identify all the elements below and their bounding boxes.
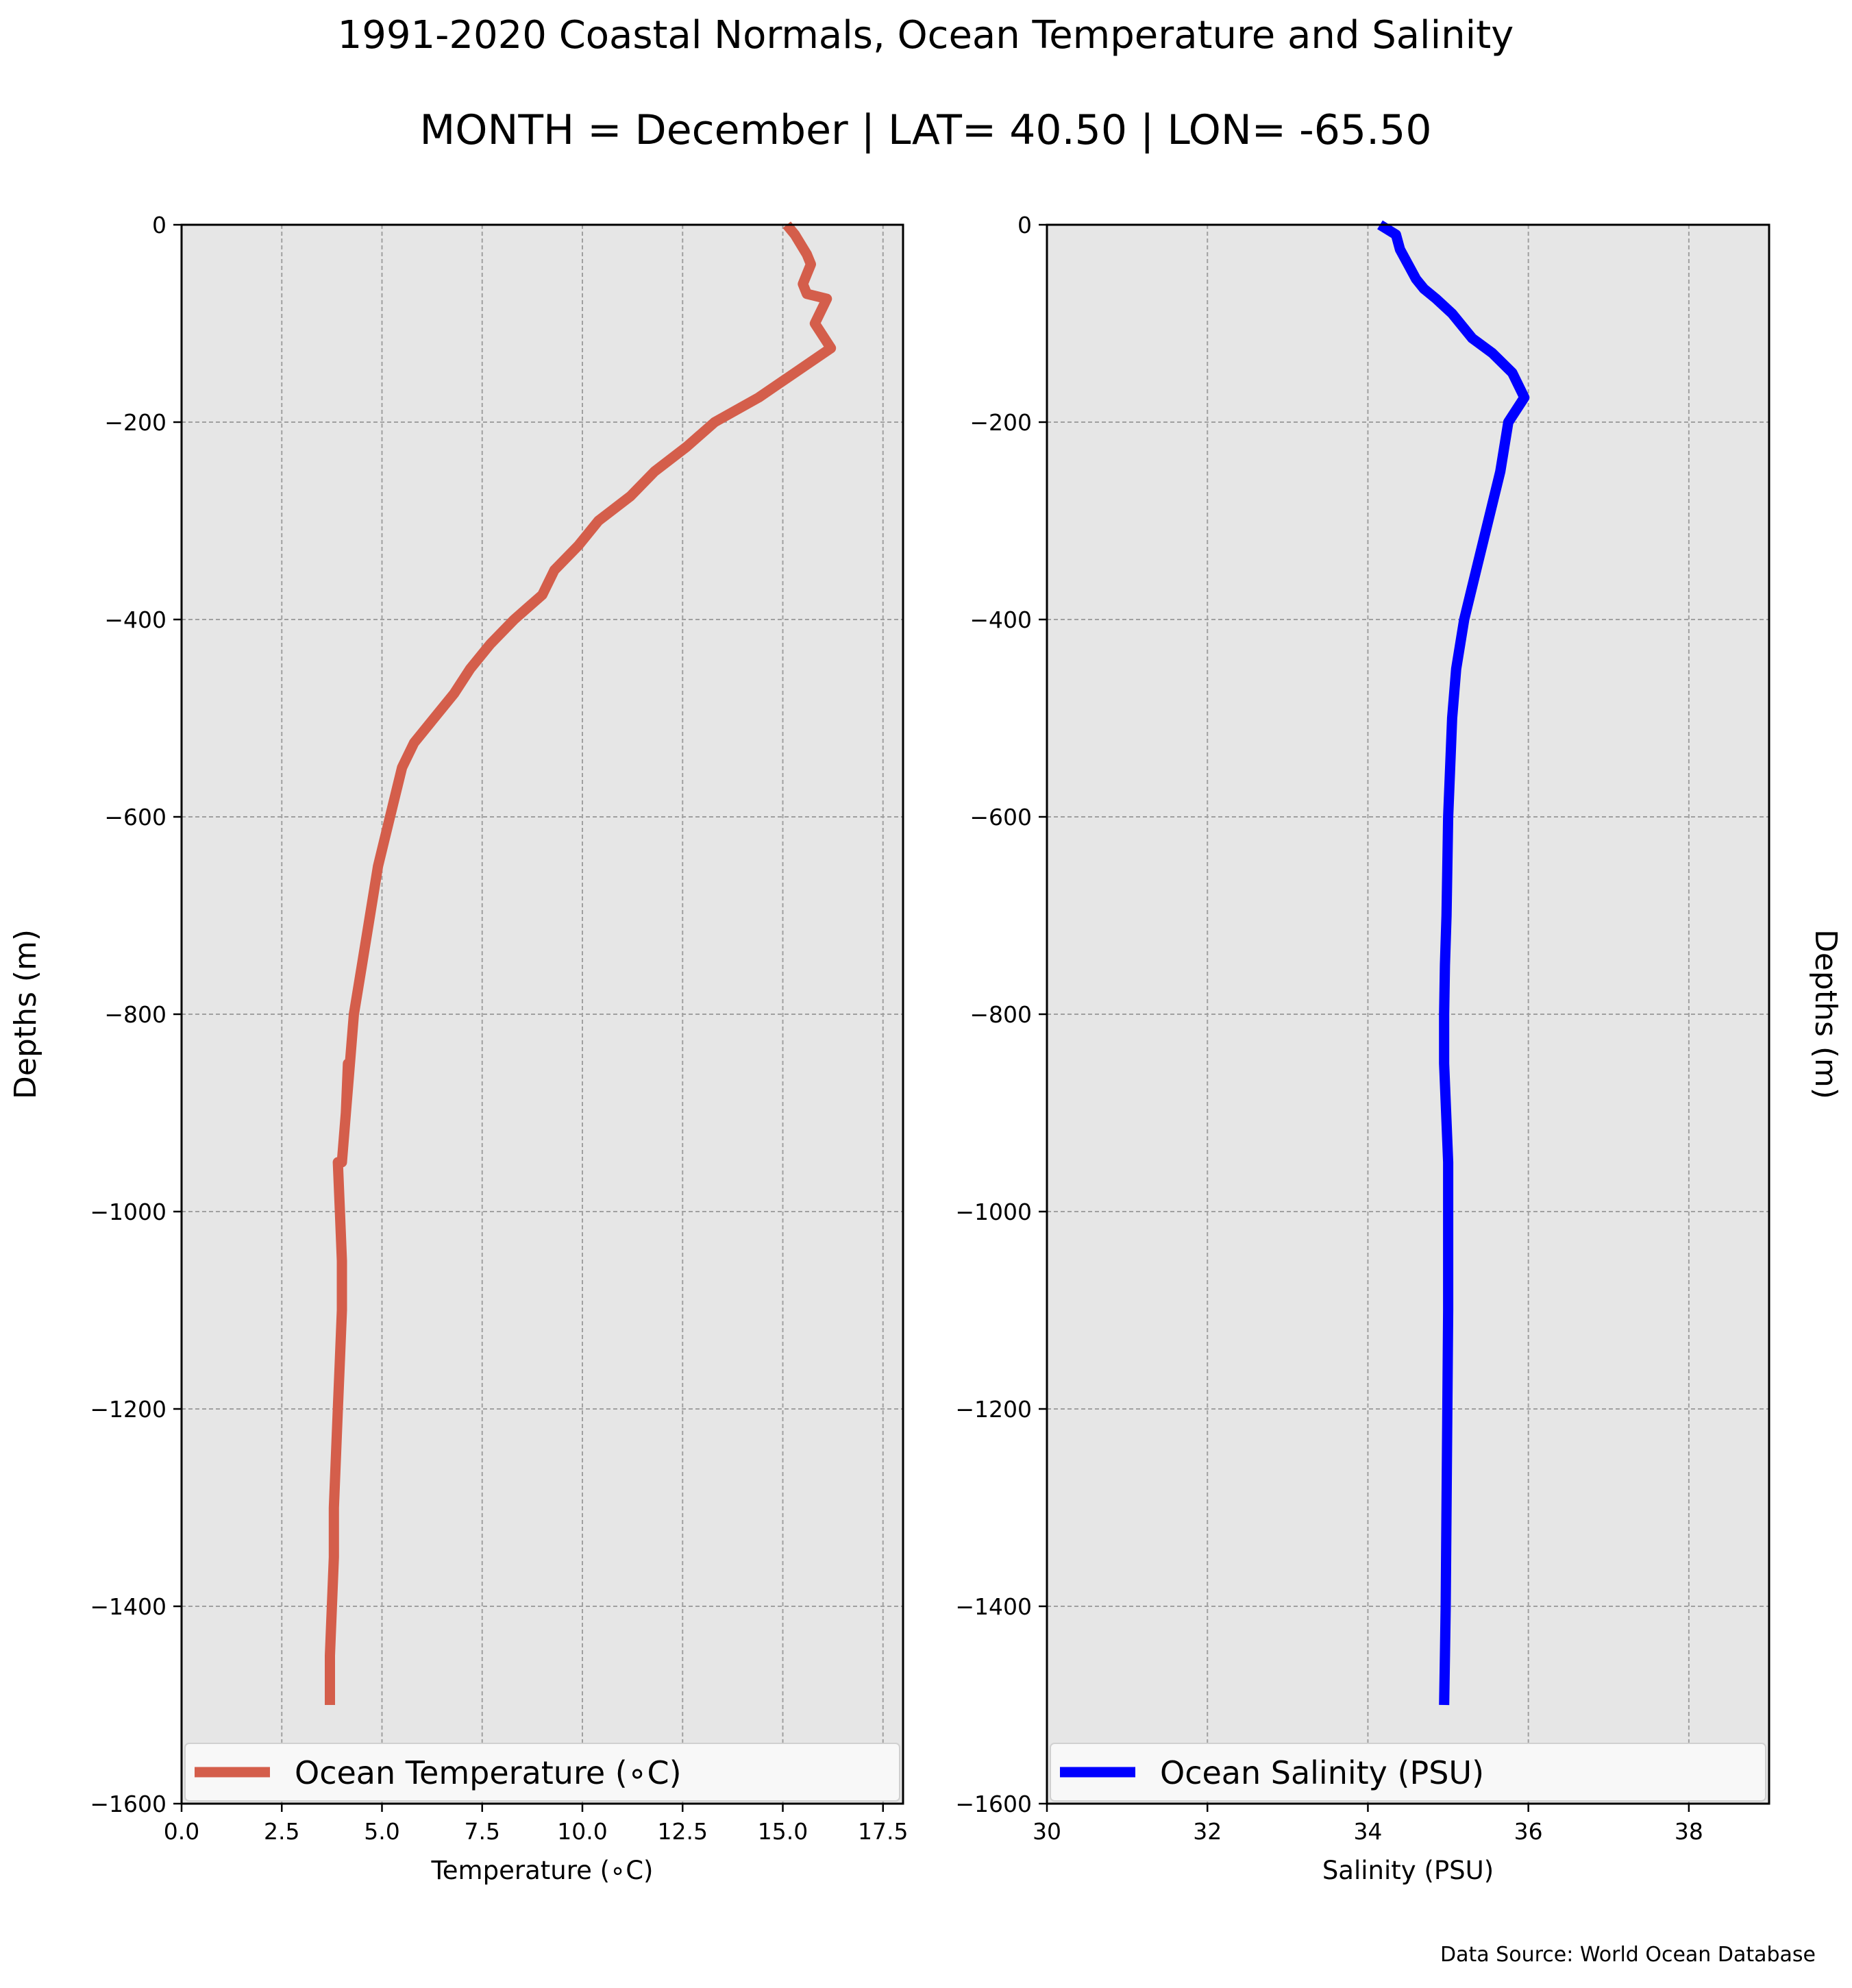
x-axis-label: Salinity (PSU) [1322,1856,1494,1885]
y-tick-label: −1400 [955,1593,1032,1620]
y-tick-label: −600 [970,804,1032,831]
x-tick-label: 17.5 [858,1818,908,1845]
x-tick-label: 7.5 [465,1818,500,1845]
x-tick-label: 36 [1514,1818,1543,1845]
x-tick-label: 0.0 [164,1818,199,1845]
x-tick-label: 2.5 [264,1818,299,1845]
figure-title: 1991-2020 Coastal Normals, Ocean Tempera… [338,13,1514,58]
y-tick-label: 0 [1017,212,1032,238]
y-tick-label: −1600 [955,1791,1032,1817]
y-tick-label: −1600 [90,1791,166,1817]
legend-label: Ocean Temperature (∘C) [295,1754,682,1791]
x-axis-label: Temperature (∘C) [430,1856,653,1885]
x-tick-label: 12.5 [658,1818,708,1845]
data-source-note: Data Source: World Ocean Database [1440,1943,1816,1967]
y-tick-label: −1200 [955,1396,1032,1423]
x-tick-label: 30 [1033,1818,1061,1845]
series-line [1377,220,1530,1706]
x-tick-label: 32 [1193,1818,1222,1845]
y-tick-label: −1000 [955,1199,1032,1225]
figure-subtitle: MONTH = December | LAT= 40.50 | LON= -65… [419,106,1431,154]
y-tick-label: −1400 [90,1593,166,1620]
x-tick-label: 34 [1353,1818,1382,1845]
y-axis-label: Depths (m) [8,929,43,1099]
temperature-panel: Ocean Temperature (∘C) 0.0 2.5 5.0 7.5 10.0 12… [8,212,908,1885]
y-tick-label: −400 [104,606,166,633]
x-tick-label: 15.0 [758,1818,808,1845]
legend-box [1050,1743,1766,1802]
y-tick-label: −800 [970,1001,1032,1028]
y-tick-label: −1000 [90,1199,166,1225]
y-tick-label: −400 [970,606,1032,633]
y-tick-label: −600 [104,804,166,831]
y-tick-label: −200 [104,409,166,436]
legend-box [184,1743,900,1802]
y-tick-label: −200 [970,409,1032,436]
x-tick-label: 5.0 [364,1818,399,1845]
legend-label: Ocean Salinity (PSU) [1160,1754,1484,1791]
x-tick-label: 38 [1675,1818,1703,1845]
x-tick-label: 10.0 [557,1818,607,1845]
y-tick-label: −1200 [90,1396,166,1423]
series-line [325,221,837,1705]
salinity-panel: Ocean Salinity (PSU) 30 32 34 36 38 0 −200 −400 −… [955,212,1843,1885]
y-axis-label: Depths (m) [1808,929,1843,1099]
y-tick-label: −800 [104,1001,166,1028]
y-tick-label: 0 [152,212,166,238]
